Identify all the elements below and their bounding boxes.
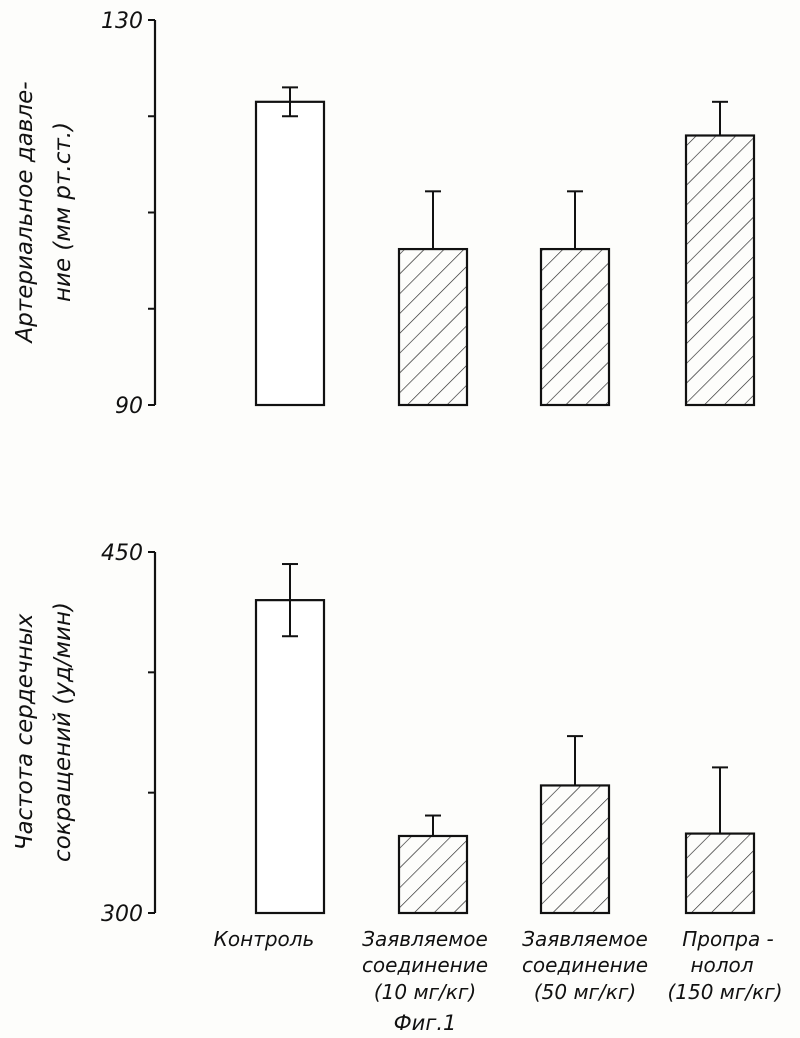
- bp-bar: [256, 102, 324, 405]
- hr-bar: [541, 785, 609, 913]
- category-label-50mg-line3: (50 мг/кг): [534, 980, 636, 1004]
- bp-tick-label: 130: [101, 9, 143, 34]
- hr-tick-label: 300: [101, 902, 143, 927]
- bp-tick-labels: 90 130: [101, 9, 143, 419]
- bp-bars: [256, 87, 754, 405]
- bp-ylabel-line2: ние (мм рт.ст.): [50, 122, 76, 302]
- heart-rate-chart: Частота сердечных сокращений (уд/мин) 30…: [12, 541, 754, 927]
- hr-bar: [399, 836, 467, 913]
- blood-pressure-chart: Артериальное давле- ние (мм рт.ст.) 90 13…: [12, 9, 754, 419]
- category-label-control: Контроль: [214, 927, 315, 951]
- bp-bar: [399, 249, 467, 405]
- category-labels: Контроль Заявляемое соединение (10 мг/кг…: [214, 927, 783, 1035]
- bp-bar: [686, 136, 754, 406]
- category-label-50mg-line1: Заявляемое: [522, 927, 648, 951]
- hr-tick-labels: 300 450: [101, 541, 143, 927]
- bp-bar: [541, 249, 609, 405]
- category-label-10mg-line1: Заявляемое: [362, 927, 488, 951]
- category-label-10mg-line2: соединение: [362, 953, 488, 977]
- hr-y-axis: [148, 552, 155, 913]
- hr-bar: [256, 600, 324, 913]
- hr-ylabel-line1: Частота сердечных: [12, 613, 38, 850]
- category-label-propranolol-line2: нолол: [690, 953, 753, 977]
- figure-caption: Фиг.1: [394, 1011, 457, 1035]
- hr-bar: [686, 834, 754, 913]
- bp-ylabel-line1: Артериальное давле-: [12, 81, 38, 344]
- hr-tick-label: 450: [101, 541, 143, 566]
- category-label-50mg-line2: соединение: [522, 953, 648, 977]
- bp-tick-label: 90: [115, 394, 143, 419]
- category-label-propranolol-line1: Пропра -: [682, 927, 774, 951]
- category-label-10mg-line3: (10 мг/кг): [374, 980, 476, 1004]
- category-label-propranolol-line3: (150 мг/кг): [667, 980, 782, 1004]
- bp-y-axis: [148, 20, 155, 405]
- hr-bars: [256, 564, 754, 913]
- hr-ylabel-line2: сокращений (уд/мин): [50, 602, 76, 862]
